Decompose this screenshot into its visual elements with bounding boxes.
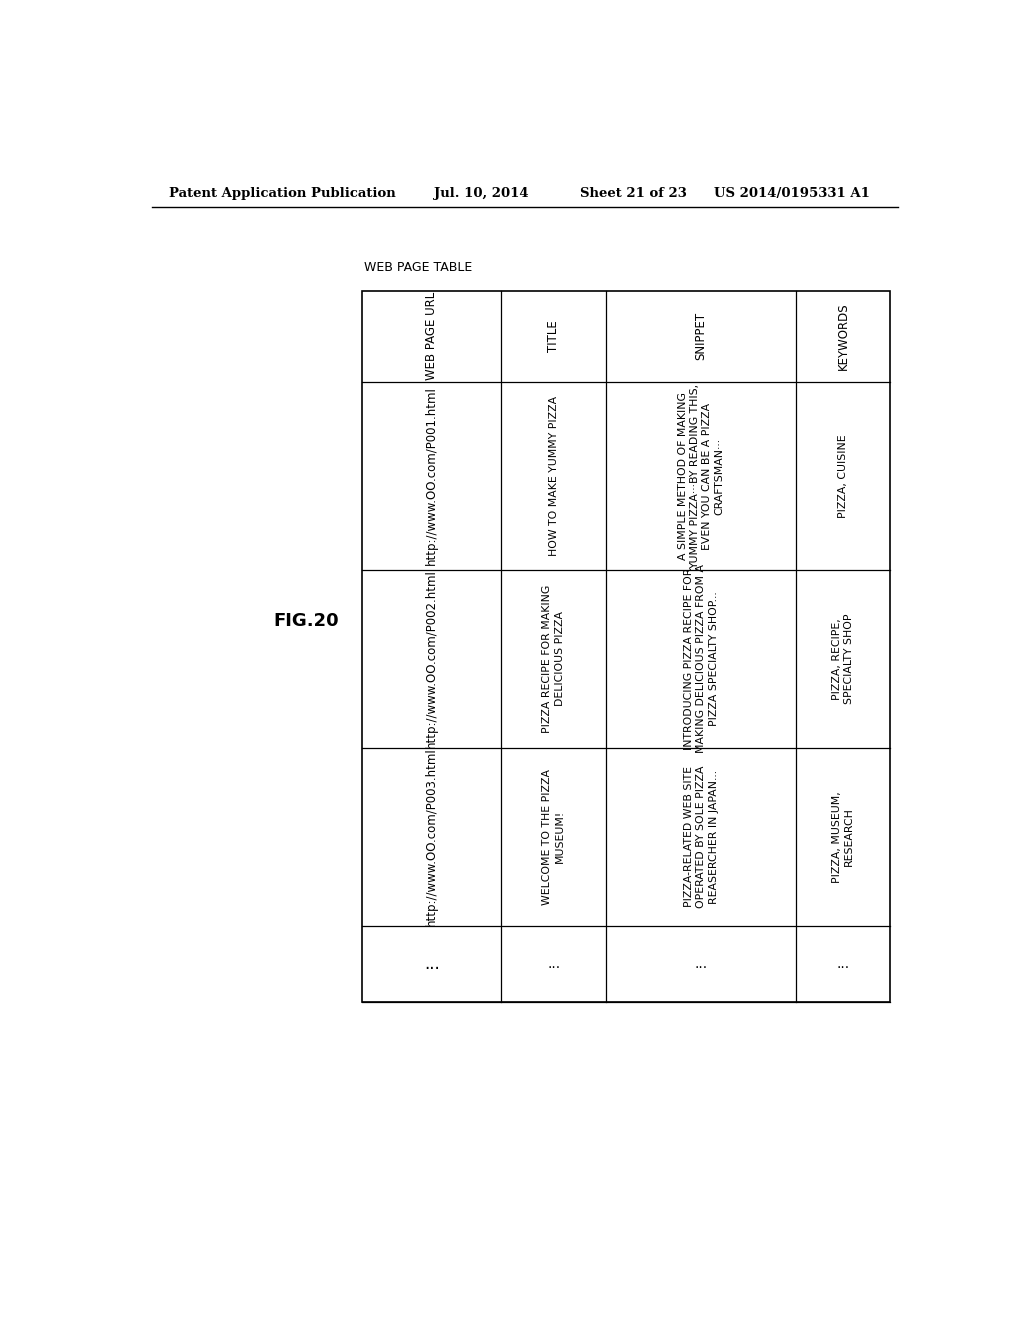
Text: ...: ... [837,957,850,972]
Text: PIZZA RECIPE FOR MAKING
DELICIOUS PIZZA: PIZZA RECIPE FOR MAKING DELICIOUS PIZZA [543,585,565,733]
Text: ...: ... [547,957,560,972]
Text: PIZZA-RELATED WEB SITE
OPERATED BY SOLE PIZZA
REASERCHER IN JAPAN...: PIZZA-RELATED WEB SITE OPERATED BY SOLE … [684,766,719,908]
Text: KEYWORDS: KEYWORDS [837,302,850,370]
Text: Sheet 21 of 23: Sheet 21 of 23 [581,187,687,201]
Text: Patent Application Publication: Patent Application Publication [169,187,396,201]
Text: Jul. 10, 2014: Jul. 10, 2014 [433,187,528,201]
Text: ...: ... [694,957,708,972]
Text: http://www.OO.com/P001.html: http://www.OO.com/P001.html [425,387,438,565]
Text: FIG.20: FIG.20 [273,612,339,630]
Text: INTRODUCING PIZZA RECIPE FOR
MAKING DELICIOUS PIZZA FROM A
PIZZA SPECIALTY SHOP.: INTRODUCING PIZZA RECIPE FOR MAKING DELI… [684,565,719,754]
Text: SNIPPET: SNIPPET [694,313,708,360]
Text: TITLE: TITLE [547,321,560,352]
Text: http://www.OO.com/P002.html: http://www.OO.com/P002.html [425,569,438,748]
Text: WEB PAGE TABLE: WEB PAGE TABLE [364,260,472,273]
Text: ...: ... [424,954,439,973]
Bar [362,290,890,1002]
Text: PIZZA, RECIPE,
SPECIALTY SHOP: PIZZA, RECIPE, SPECIALTY SHOP [831,614,854,705]
Text: A SIMPLE METHOD OF MAKING
YUMMY PIZZA···BY READING THIS,
EVEN YOU CAN BE A PIZZA: A SIMPLE METHOD OF MAKING YUMMY PIZZA···… [678,384,725,569]
Text: PIZZA, MUSEUM,
RESEARCH: PIZZA, MUSEUM, RESEARCH [831,791,854,883]
Text: WEB PAGE URL: WEB PAGE URL [425,292,438,380]
Text: http://www.OO.com/P003.html: http://www.OO.com/P003.html [425,747,438,927]
Text: PIZZA, CUISINE: PIZZA, CUISINE [838,434,848,517]
Text: US 2014/0195331 A1: US 2014/0195331 A1 [714,187,869,201]
Text: HOW TO MAKE YUMMY PIZZA: HOW TO MAKE YUMMY PIZZA [549,396,559,556]
Text: WELCOME TO THE PIZZA
MUSEUM!: WELCOME TO THE PIZZA MUSEUM! [543,768,565,904]
